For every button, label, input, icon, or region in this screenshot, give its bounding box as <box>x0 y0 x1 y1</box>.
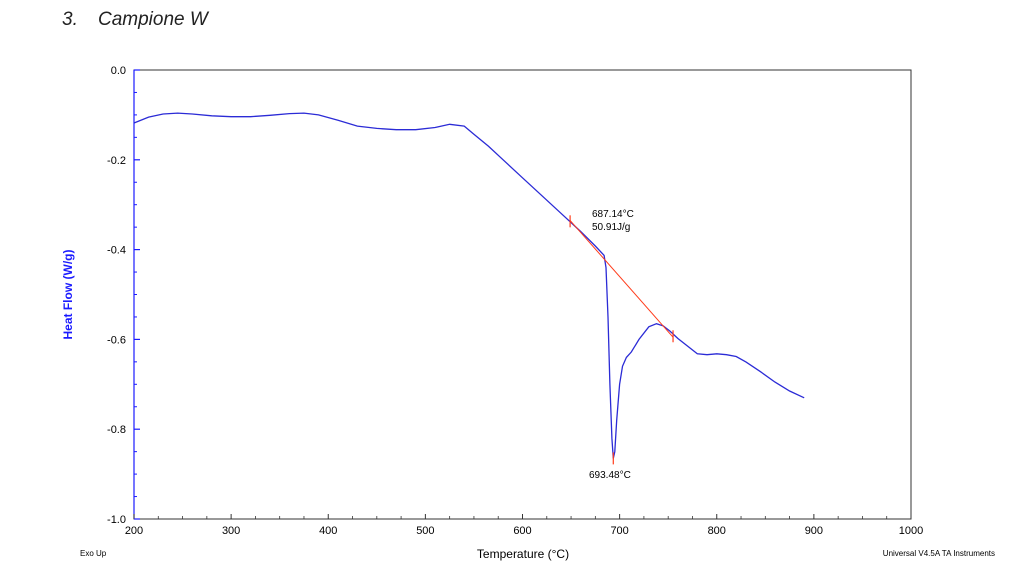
x-tick-label: 400 <box>319 525 337 537</box>
x-tick-label: 200 <box>125 525 143 537</box>
y-tick-label: -0.8 <box>107 424 126 436</box>
section-title: Campione W <box>98 9 208 30</box>
y-tick-label: -0.4 <box>107 245 126 257</box>
peak-temperature-label: 693.48°C <box>589 470 631 481</box>
software-version-label: Universal V4.5A TA Instruments <box>883 549 995 558</box>
y-tick-label: -0.6 <box>107 334 126 346</box>
y-tick-label: -1.0 <box>107 514 126 526</box>
x-axis-label: Temperature (°C) <box>477 547 569 561</box>
y-axis-ticks: 0.0 -0.2 -0.4 -0.6 -0.8 -1.0 <box>107 65 140 526</box>
x-tick-label: 600 <box>513 525 531 537</box>
exo-up-label: Exo Up <box>80 549 107 558</box>
y-axis-label: Heat Flow (W/g) <box>61 250 75 340</box>
x-tick-label: 300 <box>222 525 240 537</box>
x-tick-label: 700 <box>610 525 628 537</box>
x-tick-label: 900 <box>805 525 823 537</box>
onset-tangent-line <box>569 220 674 338</box>
y-tick-label: 0.0 <box>111 65 126 77</box>
x-tick-label: 800 <box>708 525 726 537</box>
y-tick-label: -0.2 <box>107 155 126 167</box>
x-axis-ticks: 200 300 400 500 600 700 800 900 1000 <box>125 514 923 537</box>
enthalpy-label: 50.91J/g <box>592 222 630 233</box>
heat-flow-curve <box>133 112 805 459</box>
x-tick-label: 500 <box>416 525 434 537</box>
tangent-markers <box>569 215 674 465</box>
x-tick-label: 1000 <box>899 525 923 537</box>
section-number: 3. <box>62 9 78 30</box>
section-heading: 3. Campione W <box>62 9 208 31</box>
plot-frame <box>133 69 912 520</box>
onset-temperature-label: 687.14°C <box>592 209 634 220</box>
